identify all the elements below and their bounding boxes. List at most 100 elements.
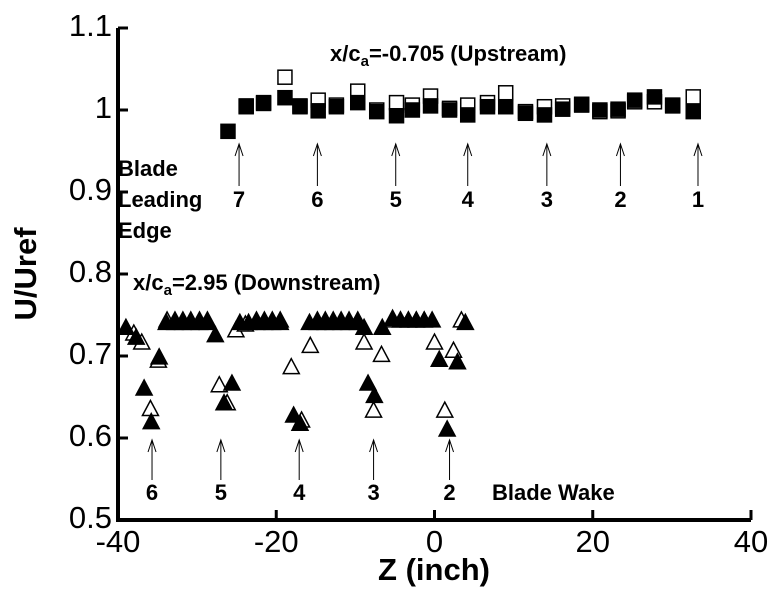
annotation: Blade Wake [492, 480, 615, 505]
square-marker [349, 94, 366, 111]
triangle-marker [456, 312, 475, 331]
triangle-marker [365, 385, 384, 404]
square-marker [626, 92, 643, 108]
square-marker [554, 101, 571, 117]
square-marker [685, 103, 701, 120]
triangle-marker [422, 310, 442, 328]
triangle-marker [437, 419, 457, 437]
triangle-marker [149, 347, 169, 365]
triangle-marker [214, 393, 234, 411]
triangle-marker [134, 378, 154, 396]
triangle-marker [270, 312, 290, 331]
square-marker [536, 107, 553, 123]
triangle-marker [116, 317, 136, 336]
marker-label: 3 [541, 187, 553, 212]
square-marker [255, 94, 272, 111]
triangle-marker [222, 373, 242, 391]
triangle-marker [372, 344, 391, 363]
arrow-head [147, 438, 157, 453]
x-tick-label: -20 [254, 524, 299, 559]
marker-label: 4 [293, 480, 306, 505]
triangle-marker [444, 340, 463, 359]
annotation-part: x/c [330, 41, 361, 66]
annotation: x/ca=-0.705 (Upstream) [330, 41, 566, 70]
annotation-sub: a [164, 282, 173, 299]
square-marker [646, 89, 663, 105]
triangle-marker [282, 357, 301, 375]
triangle-marker [429, 349, 449, 368]
triangle-marker [141, 412, 161, 430]
triangle-marker [448, 352, 467, 370]
triangle-marker [358, 373, 378, 391]
triangle-marker [364, 400, 383, 418]
square-marker [441, 102, 458, 118]
x-tick-label: 20 [576, 524, 610, 559]
annotation: x/ca=2.95 (Downstream) [133, 270, 380, 299]
arrow-head [445, 438, 455, 453]
arrow-head [294, 438, 304, 453]
square-marker [422, 98, 439, 114]
square-marker [277, 89, 293, 106]
y-tick-label: 0.9 [69, 172, 112, 207]
square-marker [368, 103, 385, 120]
x-tick-label: -40 [96, 524, 141, 559]
square-marker [404, 102, 421, 118]
triangle-marker [206, 325, 225, 343]
square-marker [497, 98, 514, 115]
annotation: Edge [118, 218, 172, 243]
triangle-marker [301, 335, 320, 354]
annotation-part: =2.95 (Downstream) [172, 270, 380, 295]
triangle-marker [210, 375, 229, 393]
square-marker [328, 98, 345, 115]
square-marker [664, 97, 681, 113]
triangle-marker [198, 312, 217, 331]
y-axis-label: U/Uref [8, 227, 43, 321]
square-marker [497, 85, 514, 101]
triangle-marker [354, 317, 374, 336]
square-marker [220, 123, 236, 140]
annotation: Blade [118, 156, 178, 181]
square-marker [479, 98, 496, 115]
arrow-head [391, 142, 401, 157]
triangle-marker [126, 327, 146, 345]
x-tick-label: 40 [734, 524, 768, 559]
triangle-marker [425, 332, 444, 350]
square-marker [517, 105, 534, 122]
triangle-marker [373, 317, 392, 336]
marker-label: 2 [443, 480, 455, 505]
arrow-head [216, 438, 226, 453]
annotation-sub: a [361, 53, 370, 70]
square-marker [459, 107, 476, 123]
marker-label: 4 [462, 187, 475, 212]
y-tick-label: 1 [95, 90, 112, 125]
marker-label: 6 [311, 187, 323, 212]
triangle-marker [290, 413, 310, 431]
square-marker [610, 101, 626, 117]
square-marker [573, 96, 590, 113]
square-marker [592, 102, 608, 118]
annotation-part: x/c [133, 270, 164, 295]
square-marker [310, 103, 326, 119]
arrow-head [234, 142, 244, 157]
triangle-marker [435, 400, 455, 418]
marker-label: 5 [215, 480, 227, 505]
arrow-head [463, 142, 473, 157]
square-marker [388, 107, 405, 124]
annotation: Leading [118, 187, 202, 212]
triangle-marker [354, 332, 374, 350]
y-tick-label: 0.5 [69, 500, 112, 535]
marker-label: 6 [146, 480, 158, 505]
x-axis-label: Z (inch) [378, 552, 490, 587]
y-tick-label: 0.6 [69, 418, 112, 453]
marker-label: 2 [614, 187, 626, 212]
triangle-marker [141, 398, 160, 417]
square-marker [292, 98, 308, 114]
arrow-head [369, 438, 379, 453]
x-tick-label: 0 [426, 524, 443, 559]
arrow-head [312, 142, 322, 157]
y-tick-label: 1.1 [69, 8, 112, 43]
annotation-part: =-0.705 (Upstream) [369, 41, 566, 66]
marker-label: 1 [692, 187, 704, 212]
marker-label: 5 [390, 187, 402, 212]
